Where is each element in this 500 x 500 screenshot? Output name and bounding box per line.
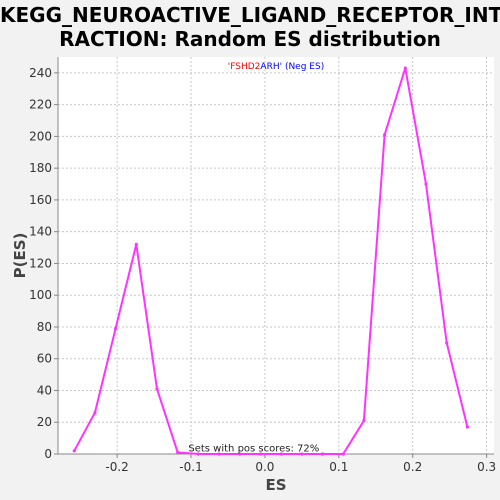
x-tick-label: -0.2 bbox=[105, 460, 128, 474]
data-point bbox=[176, 450, 180, 455]
y-tick-label: 140 bbox=[29, 225, 52, 239]
chart-title-line-2: RACTION: Random ES distribution bbox=[59, 27, 441, 51]
y-tick-label: 200 bbox=[29, 129, 52, 143]
data-point bbox=[93, 411, 97, 415]
data-point bbox=[258, 452, 263, 456]
x-tick-label: 0.1 bbox=[329, 460, 348, 474]
x-tick-label: -0.1 bbox=[179, 460, 202, 474]
x-tick-label: 0.0 bbox=[255, 460, 274, 474]
y-tick-label: 80 bbox=[37, 320, 52, 334]
y-tick-label: 0 bbox=[44, 447, 52, 461]
data-point bbox=[196, 452, 201, 456]
series-group bbox=[72, 66, 469, 456]
data-point bbox=[362, 419, 366, 423]
y-tick-label: 220 bbox=[29, 98, 52, 112]
data-point bbox=[279, 452, 283, 456]
data-point bbox=[300, 452, 304, 456]
legend: 'FSHD2ARH' (Neg ES) bbox=[228, 62, 324, 72]
data-point bbox=[383, 133, 387, 137]
data-point bbox=[341, 452, 345, 456]
legend-part: (Neg ES) bbox=[282, 62, 324, 72]
y-tick-label: 160 bbox=[29, 193, 52, 207]
data-point bbox=[72, 449, 76, 453]
legend-part: 'FSHD2 bbox=[228, 62, 261, 72]
data-point bbox=[465, 425, 469, 429]
plot-area bbox=[58, 57, 494, 454]
y-tick-label: 40 bbox=[37, 383, 52, 397]
y-tick-label: 180 bbox=[29, 161, 52, 175]
data-point bbox=[424, 182, 428, 186]
y-tick-label: 120 bbox=[29, 256, 52, 270]
data-point bbox=[217, 452, 221, 456]
legend-part: ARH' bbox=[260, 62, 282, 72]
x-axis-label: ES bbox=[265, 476, 286, 494]
y-tick-label: 240 bbox=[29, 66, 52, 80]
y-axis-label: P(ES) bbox=[11, 233, 29, 279]
data-point bbox=[238, 452, 242, 456]
data-point bbox=[445, 341, 449, 345]
annotation-pos-scores: Sets with pos scores: 72% bbox=[188, 444, 319, 455]
y-tick-label: 60 bbox=[37, 352, 52, 366]
x-tick-label: 0.3 bbox=[477, 460, 496, 474]
data-point bbox=[134, 242, 138, 246]
data-point bbox=[114, 326, 118, 331]
series-line bbox=[73, 67, 469, 455]
data-point bbox=[320, 452, 325, 456]
chart-title-line-1: KEGG_NEUROACTIVE_LIGAND_RECEPTOR_INTE bbox=[0, 3, 500, 27]
y-tick-label: 20 bbox=[37, 415, 52, 429]
x-tick-label: 0.2 bbox=[403, 460, 422, 474]
data-point bbox=[155, 387, 159, 391]
data-point bbox=[403, 66, 407, 70]
tick-labels: 0 20 40 60 80 100 120 140 160 180 200 220 240 -0.2 -0.… bbox=[29, 66, 496, 474]
y-tick-label: 100 bbox=[29, 288, 52, 302]
